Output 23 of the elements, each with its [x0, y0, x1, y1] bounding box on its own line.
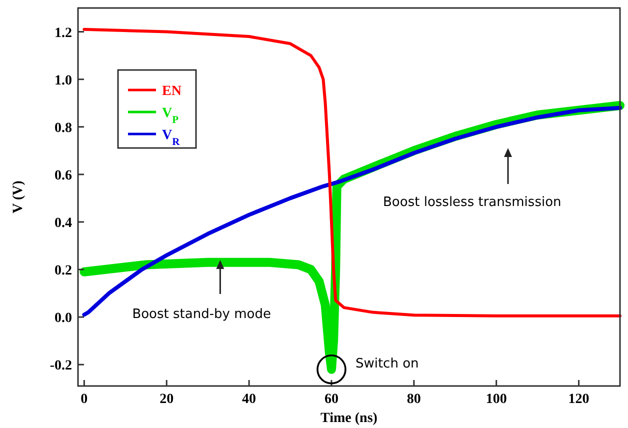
x-tick-label: 20 [160, 392, 174, 407]
y-tick-label: 0.8 [54, 120, 72, 136]
legend-label: EN [162, 84, 182, 99]
y-tick-label: 0.0 [54, 311, 72, 326]
y-axis-title: V (V) [11, 180, 26, 214]
y-tick-label: 1.0 [54, 73, 72, 88]
y-tick-label: 0.4 [54, 216, 72, 231]
x-axis-title: Time (ns) [320, 411, 378, 426]
legend-label: V$_{R}$ [162, 128, 180, 148]
x-tick-label: 40 [242, 392, 256, 407]
legend-label: V$_{P}$ [162, 106, 180, 126]
annotation: Boost lossless transmission [383, 195, 562, 210]
x-tick-label: 80 [406, 392, 421, 407]
annotation: Switch on [355, 356, 419, 372]
y-tick-label: -0.2 [50, 358, 72, 374]
x-tick-label: 120 [568, 392, 590, 407]
x-tick-label: 60 [324, 392, 338, 407]
annotation: Boost stand-by mode [132, 307, 271, 322]
y-tick-label: 0.2 [54, 264, 72, 279]
y-tick-label: 0.6 [54, 168, 72, 184]
x-tick-label: 0 [80, 392, 88, 407]
y-tick-label: 1.2 [54, 26, 72, 41]
x-tick-label: 100 [486, 392, 507, 407]
